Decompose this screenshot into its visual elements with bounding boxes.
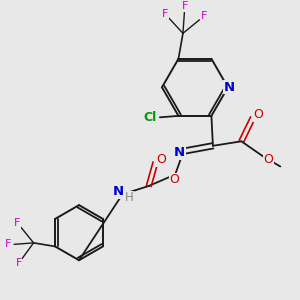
Text: F: F bbox=[182, 2, 188, 11]
Text: O: O bbox=[253, 109, 263, 122]
Text: F: F bbox=[15, 258, 22, 268]
Text: O: O bbox=[169, 173, 179, 187]
Text: N: N bbox=[113, 185, 124, 198]
Text: O: O bbox=[263, 153, 273, 166]
Text: F: F bbox=[162, 9, 168, 19]
Text: F: F bbox=[14, 218, 20, 228]
Text: F: F bbox=[5, 239, 11, 249]
Text: Cl: Cl bbox=[143, 111, 157, 124]
Text: H: H bbox=[125, 191, 134, 204]
Text: N: N bbox=[224, 81, 235, 94]
Text: O: O bbox=[156, 153, 166, 166]
Text: N: N bbox=[174, 146, 185, 159]
Text: F: F bbox=[201, 11, 207, 21]
